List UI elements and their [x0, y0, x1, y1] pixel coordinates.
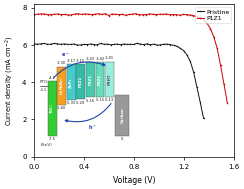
Pristine	[33, 43, 36, 45]
Line: Pristine: Pristine	[33, 43, 204, 119]
Pristine	[192, 71, 195, 73]
Legend: Pristine, P1Z1: Pristine, P1Z1	[195, 7, 231, 23]
Pristine	[136, 42, 139, 44]
X-axis label: Voltage (V): Voltage (V)	[113, 176, 155, 185]
P1Z1	[33, 14, 36, 16]
P1Z1	[226, 102, 229, 104]
Pristine	[202, 117, 205, 120]
Pristine	[139, 43, 142, 45]
Pristine	[112, 43, 115, 46]
P1Z1	[165, 13, 168, 15]
Pristine	[46, 43, 49, 45]
P1Z1	[104, 12, 107, 15]
Pristine	[146, 43, 149, 45]
P1Z1	[219, 64, 222, 66]
P1Z1	[80, 13, 83, 15]
Y-axis label: Current density (mA cm$^{-2}$): Current density (mA cm$^{-2}$)	[4, 35, 16, 126]
Pristine	[92, 43, 95, 46]
P1Z1	[178, 14, 181, 16]
P1Z1	[77, 13, 80, 15]
Line: P1Z1: P1Z1	[33, 13, 228, 104]
P1Z1	[199, 16, 202, 19]
